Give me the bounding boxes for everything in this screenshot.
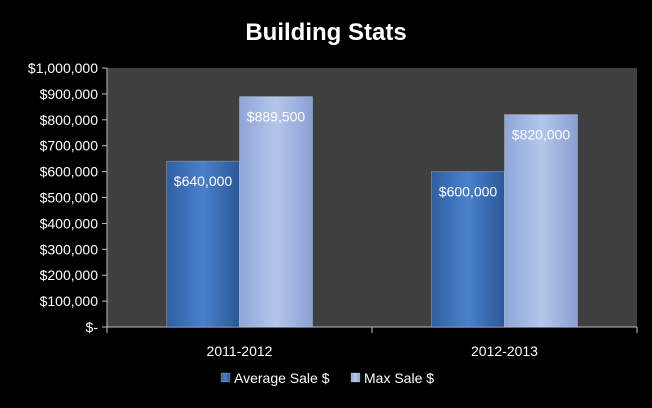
y-axis: $- $100,000 $200,000 $300,000 $400,000 $500,0… <box>28 60 108 335</box>
y-tick-label: $400,000 <box>40 215 99 231</box>
bar-data-label: $820,000 <box>512 127 571 143</box>
bars <box>166 96 578 328</box>
legend: Average Sale $ Max Sale $ <box>220 370 434 386</box>
bar-max-sale <box>504 114 578 328</box>
bar-average-sale <box>431 171 505 328</box>
x-axis: 2011-2012 2012-2013 <box>106 326 638 359</box>
bar-data-label: $600,000 <box>439 184 498 200</box>
y-tick-label: $100,000 <box>40 293 99 309</box>
legend-label: Average Sale $ <box>234 370 330 386</box>
y-tick-label: $300,000 <box>40 241 99 257</box>
y-tick-label: $900,000 <box>40 86 99 102</box>
bar-data-label: $640,000 <box>174 173 233 189</box>
x-tick-label: 2012-2013 <box>471 343 538 359</box>
legend-swatch <box>220 372 231 383</box>
y-tick-label: $- <box>86 319 99 335</box>
y-tick-label: $200,000 <box>40 267 99 283</box>
data-labels: $640,000 $889,500 $600,000 $820,000 <box>174 109 571 200</box>
bar-average-sale <box>166 160 240 328</box>
chart-title: Building Stats <box>245 19 406 46</box>
bar-data-label: $889,500 <box>247 109 306 125</box>
y-tick-label: $600,000 <box>40 164 99 180</box>
legend-label: Max Sale $ <box>364 370 434 386</box>
y-tick-label: $700,000 <box>40 138 99 154</box>
legend-swatch <box>350 372 361 383</box>
y-tick-label: $1,000,000 <box>28 60 98 76</box>
y-tick-label: $500,000 <box>40 190 99 206</box>
bar-max-sale <box>239 96 313 328</box>
y-tick-label: $800,000 <box>40 112 99 128</box>
x-tick-label: 2011-2012 <box>207 343 273 359</box>
